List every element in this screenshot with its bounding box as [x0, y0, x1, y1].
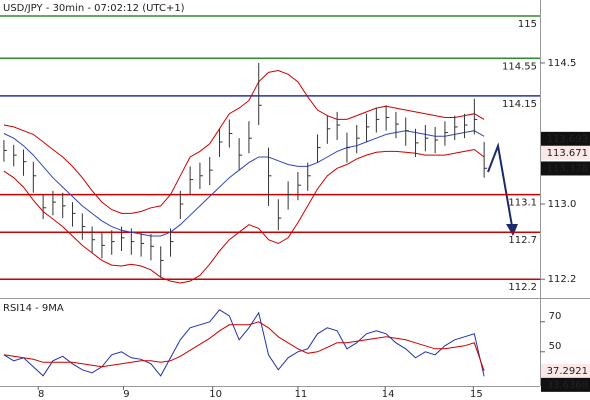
rsi-tick-label: 50: [549, 341, 562, 352]
price-tag-label: 113.378: [547, 163, 588, 174]
price-tag-box: [541, 363, 590, 378]
rsi-rsi-ma: [3, 321, 485, 372]
price-tag-box: [541, 145, 590, 160]
level-label: 112.2: [508, 282, 537, 293]
y-tick-label: 114.5: [548, 58, 577, 69]
line-lower: [3, 148, 485, 284]
level-label: 114.15: [502, 99, 537, 110]
level-label: 113.1: [508, 198, 537, 209]
x-tick-label: 11: [295, 389, 308, 400]
rsi-title: RSI14 - 9MA: [3, 303, 64, 314]
x-tick-label: 14: [382, 389, 395, 400]
price-tag-label: 113.693: [547, 134, 588, 145]
price-tag-label: 33.6368: [547, 380, 588, 391]
level-label: 112.7: [508, 235, 537, 246]
price-tag-label: 37.2921: [547, 366, 588, 377]
y-tick-label: 112.2: [548, 274, 577, 285]
level-label: 114.55: [502, 61, 537, 72]
x-tick-label: 15: [470, 389, 483, 400]
x-tick-label: 8: [38, 389, 44, 400]
rsi-rsi: [3, 309, 485, 377]
line-upper: [3, 69, 485, 214]
price-tag-label: 113.671: [547, 148, 588, 159]
line-ma: [3, 130, 485, 237]
price-tag-box: [541, 131, 590, 146]
projection-arrow: [487, 142, 518, 236]
chart-title: USD/JPY - 30min - 07:02:12 (UTC+1): [3, 3, 185, 14]
x-tick-label: 9: [123, 389, 129, 400]
price-tag-box: [541, 161, 590, 176]
rsi-tick-label: 70: [549, 311, 562, 322]
price-tag-box: [541, 377, 590, 392]
level-label: 115: [518, 19, 537, 30]
y-tick-label: 113.0: [548, 199, 577, 210]
x-tick-label: 10: [209, 389, 222, 400]
